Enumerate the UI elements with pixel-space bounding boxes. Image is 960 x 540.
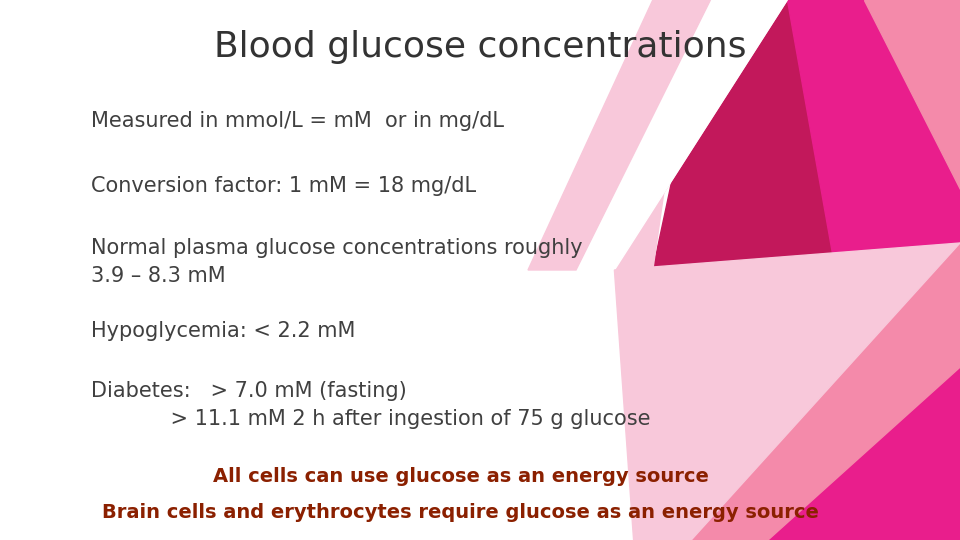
Polygon shape: [864, 0, 960, 189]
Text: Conversion factor: 1 mM = 18 mg/dL: Conversion factor: 1 mM = 18 mg/dL: [91, 176, 476, 195]
Polygon shape: [614, 0, 787, 270]
Polygon shape: [768, 367, 960, 540]
Polygon shape: [691, 243, 960, 540]
Polygon shape: [653, 0, 960, 540]
Text: Normal plasma glucose concentrations roughly
3.9 – 8.3 mM: Normal plasma glucose concentrations rou…: [91, 238, 583, 286]
Text: Measured in mmol/L = mM  or in mg/dL: Measured in mmol/L = mM or in mg/dL: [91, 111, 504, 131]
Polygon shape: [528, 0, 710, 270]
Polygon shape: [787, 0, 960, 540]
Text: All cells can use glucose as an energy source: All cells can use glucose as an energy s…: [213, 467, 708, 486]
Text: Diabetes:   > 7.0 mM (fasting)
            > 11.1 mM 2 h after ingestion of 75 g: Diabetes: > 7.0 mM (fasting) > 11.1 mM 2…: [91, 381, 651, 429]
Text: Blood glucose concentrations: Blood glucose concentrations: [214, 30, 746, 64]
Text: Hypoglycemia: < 2.2 mM: Hypoglycemia: < 2.2 mM: [91, 321, 355, 341]
Polygon shape: [576, 0, 787, 270]
Text: Brain cells and erythrocytes require glucose as an energy source: Brain cells and erythrocytes require glu…: [103, 503, 819, 522]
Polygon shape: [614, 243, 960, 540]
